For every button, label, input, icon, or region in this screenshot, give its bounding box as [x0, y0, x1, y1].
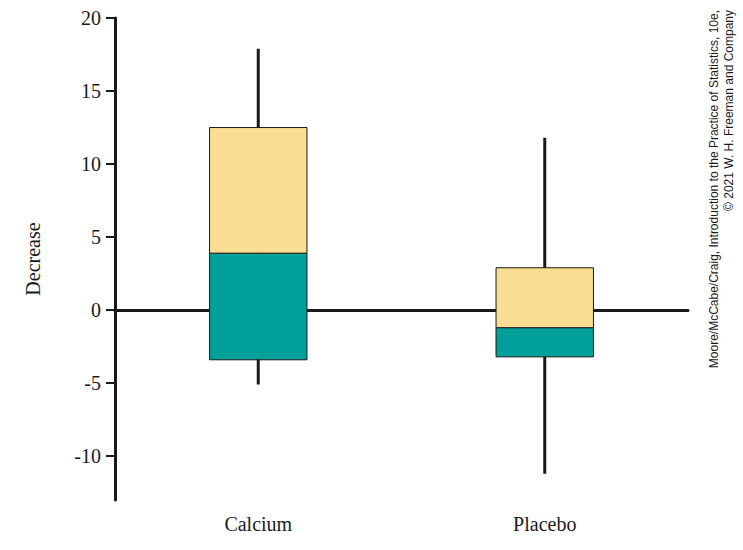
svg-text:5: 5 [91, 226, 101, 248]
svg-text:10: 10 [81, 153, 101, 175]
svg-text:-5: -5 [84, 372, 101, 394]
svg-text:20: 20 [81, 7, 101, 29]
svg-text:0: 0 [91, 299, 101, 321]
svg-text:Decrease: Decrease [22, 222, 44, 295]
svg-text:Calcium: Calcium [224, 513, 292, 535]
svg-text:15: 15 [81, 80, 101, 102]
svg-text:-10: -10 [74, 445, 101, 467]
svg-text:Placebo: Placebo [513, 513, 576, 535]
svg-text:© 2021 W. H. Freeman and Compa: © 2021 W. H. Freeman and Company [722, 10, 736, 211]
svg-text:Moore/McCabe/Craig, Introducti: Moore/McCabe/Craig, Introduction to the … [707, 10, 721, 368]
